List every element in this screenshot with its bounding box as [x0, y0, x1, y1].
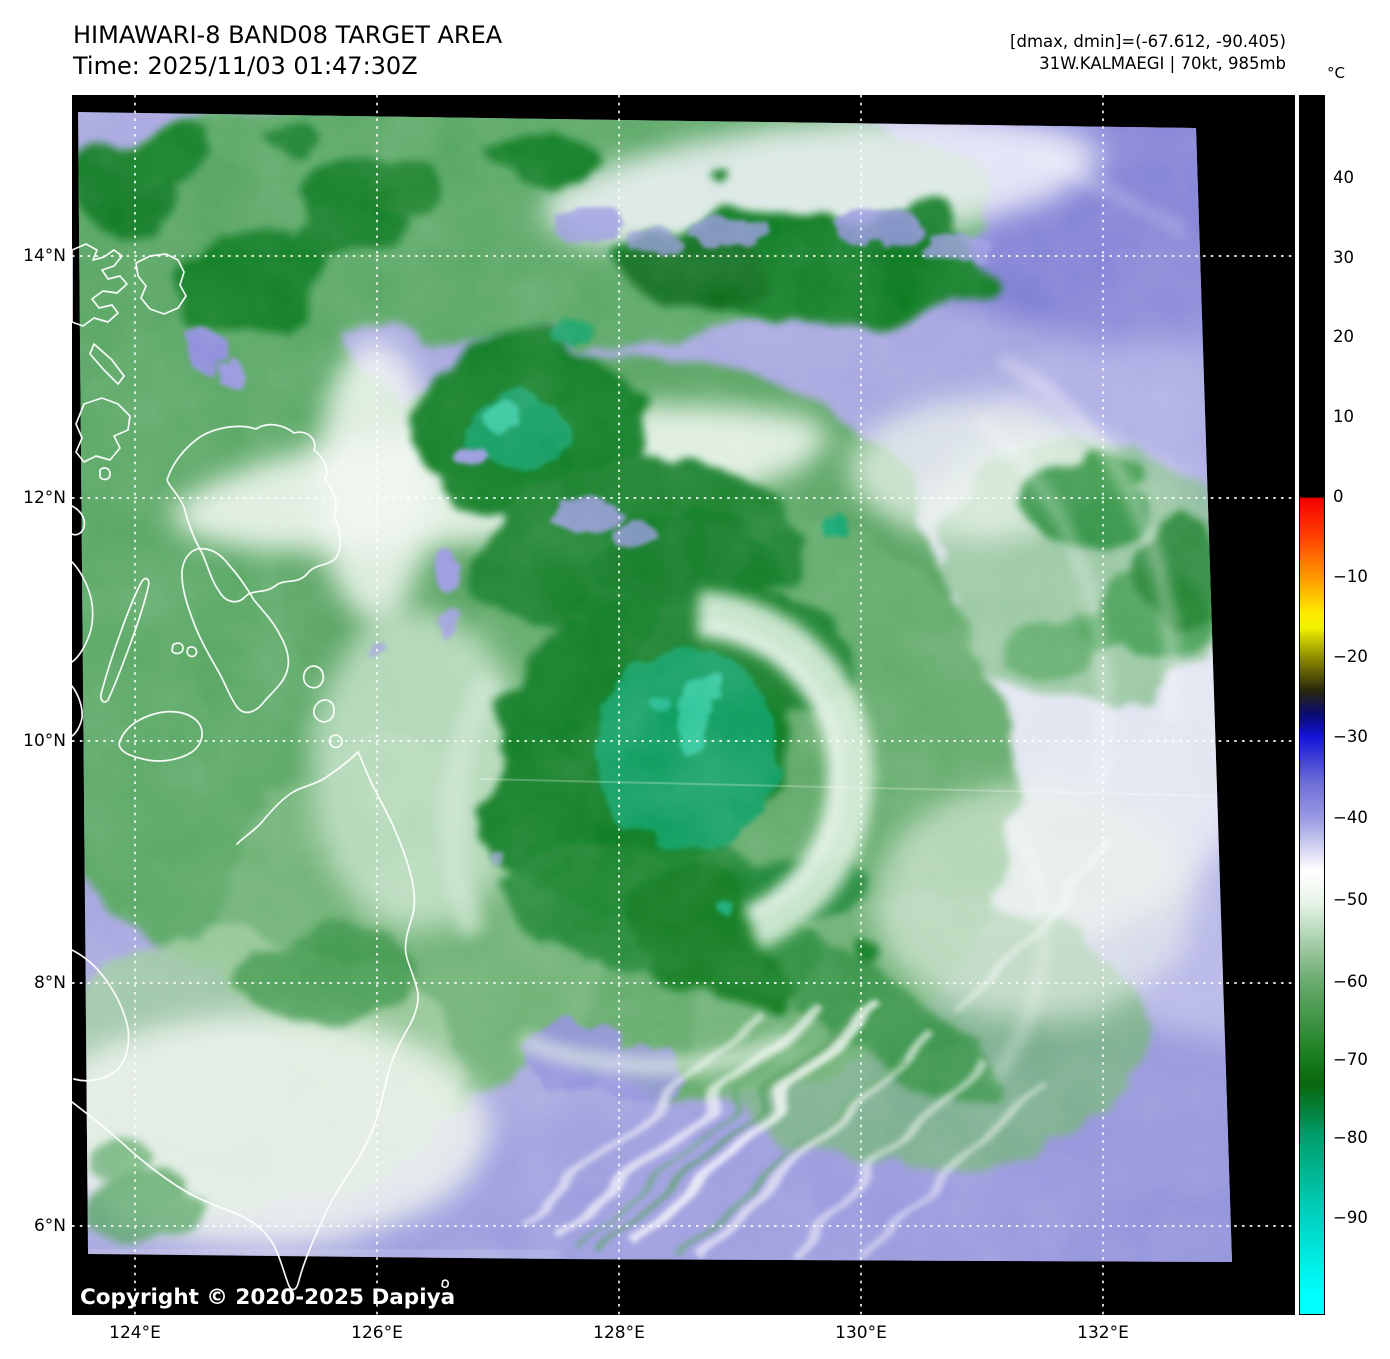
lon-tick-label: 126°E: [351, 1323, 403, 1343]
scanline-artifact: [479, 778, 1219, 797]
colorbar-tick: −30: [1333, 727, 1368, 746]
storm-info-text: 31W.KALMAEGI | 70kt, 985mb: [1039, 54, 1286, 73]
colorbar-tick: 30: [1333, 248, 1354, 267]
lat-tick-label: 14°N: [23, 246, 66, 266]
lat-tick-label: 10°N: [23, 731, 66, 751]
cloud-imagery: [78, 112, 1232, 1262]
colorbar-tick: −90: [1333, 1208, 1368, 1227]
lon-tick-label: 132°E: [1077, 1323, 1129, 1343]
annotation-block: [dmax, dmin]=(-67.612, -90.405) 31W.KALMA…: [1010, 31, 1286, 75]
coastlines: [72, 243, 450, 1291]
dmax-dmin-text: [dmax, dmin]=(-67.612, -90.405): [1010, 32, 1286, 51]
lat-tick-label: 12°N: [23, 488, 66, 508]
satellite-map: Copyright © 2020-2025 Dapiya: [72, 95, 1295, 1315]
lat-tick-label: 6°N: [33, 1216, 66, 1236]
colorbar-tick: 0: [1333, 487, 1344, 506]
colorbar-tick: 40: [1333, 168, 1354, 187]
colorbar-tick: −60: [1333, 972, 1368, 991]
colorbar: [1299, 95, 1325, 1315]
time-line: Time: 2025/11/03 01:47:30Z: [73, 52, 418, 80]
figure-title: HIMAWARI-8 BAND08 TARGET AREA Time: 2025/…: [73, 20, 502, 82]
colorbar-tick: 10: [1333, 407, 1354, 426]
colorbar-tick: −10: [1333, 567, 1368, 586]
copyright-text: Copyright © 2020-2025 Dapiya: [80, 1285, 455, 1310]
colorbar-tick: −80: [1333, 1128, 1368, 1147]
title-line: HIMAWARI-8 BAND08 TARGET AREA: [73, 21, 503, 49]
lon-tick-label: 124°E: [109, 1323, 161, 1343]
lat-tick-label: 8°N: [33, 973, 66, 993]
colorbar-unit: °C: [1327, 64, 1345, 82]
lon-tick-label: 128°E: [593, 1323, 645, 1343]
colorbar-tick: −50: [1333, 890, 1368, 909]
colorbar-tick: 20: [1333, 327, 1354, 346]
lon-tick-label: 130°E: [835, 1323, 887, 1343]
colorbar-tick: −40: [1333, 808, 1368, 827]
colorbar-tick: −20: [1333, 647, 1368, 666]
graticule: [72, 95, 1295, 1315]
colorbar-tick: −70: [1333, 1050, 1368, 1069]
